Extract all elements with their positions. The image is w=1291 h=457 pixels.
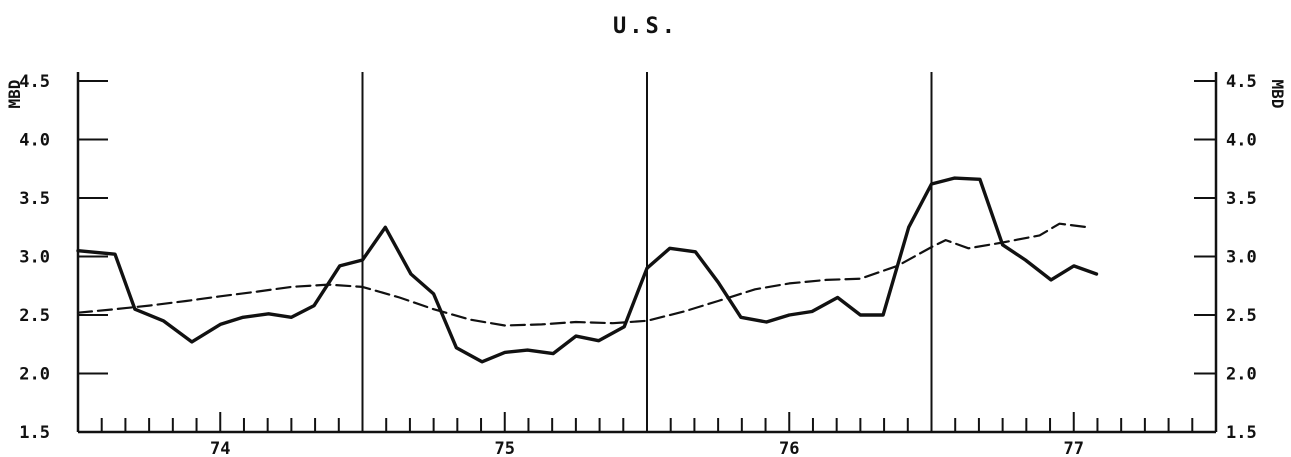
y-tick-label-left: 2.5 [19, 306, 50, 326]
series-line-dashed [76, 222, 1090, 327]
y-unit-label-right: MBD [1268, 80, 1287, 109]
y-tick-label-left: 2.0 [19, 365, 50, 385]
y-tick-label-left: 3.0 [19, 248, 50, 268]
y-tick-label-right: 2.0 [1226, 365, 1257, 385]
chart-axes [76, 72, 1218, 434]
y-tick-label-right: 2.5 [1226, 306, 1257, 326]
x-tick-label: 76 [779, 439, 799, 457]
y-tick-label-left: 3.5 [19, 189, 50, 209]
y-tick-label-right: 3.5 [1226, 189, 1257, 209]
y-tick-label-right: 1.5 [1226, 423, 1257, 443]
y-tick-label-left: 1.5 [19, 423, 50, 443]
y-tick-label-right: 3.0 [1226, 248, 1257, 268]
x-tick-label: 74 [210, 439, 230, 457]
y-tick-label-left: 4.0 [19, 131, 50, 151]
chart-title: U.S. [613, 14, 678, 39]
y-unit-label-left: MBD [5, 80, 24, 109]
x-tick-label: 77 [1064, 439, 1084, 457]
series-layer [76, 176, 1099, 364]
axis-labels: 1.5 1.5 2.0 2.0 2.5 2.5 3.0 3.0 3.5 3.5 4.0 4.0 4.5 4… [5, 72, 1287, 457]
y-tick-label-left: 4.5 [19, 72, 50, 92]
y-tick-label-right: 4.5 [1226, 72, 1257, 92]
x-tick-label: 75 [495, 439, 515, 457]
series-line-solid [76, 176, 1099, 364]
y-tick-label-right: 4.0 [1226, 131, 1257, 151]
